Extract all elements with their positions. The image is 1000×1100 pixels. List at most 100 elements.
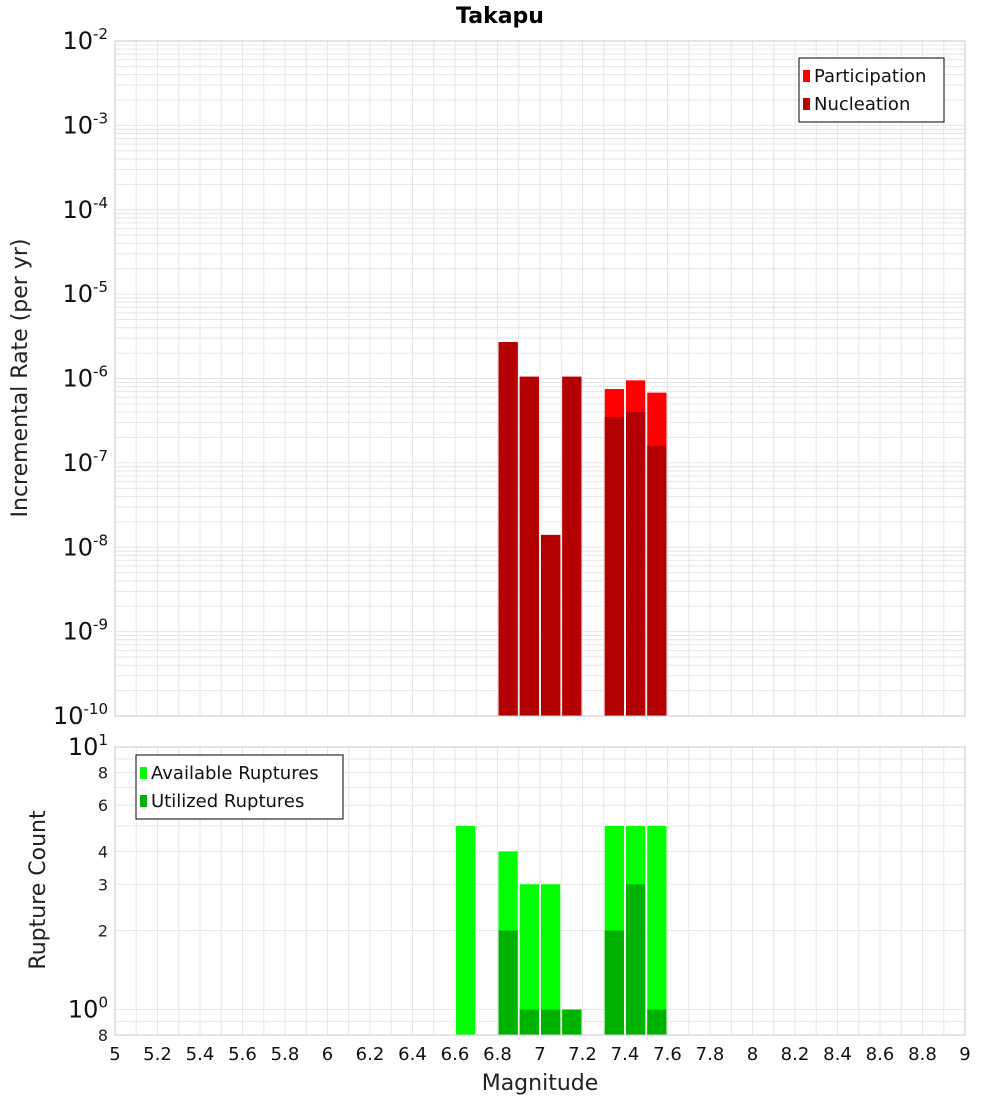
tick-exponent: -6 [93, 363, 108, 381]
count-bar-b [498, 930, 518, 1035]
count-y-tick-label: 8 [98, 1026, 108, 1045]
tick-base: 10 [68, 733, 99, 761]
rate-bar-b [562, 376, 582, 716]
rate-bars [498, 342, 667, 716]
rate-y-tick-label: 10-5 [62, 278, 108, 308]
count-bar-b [647, 1009, 667, 1035]
tick-exponent: -10 [84, 700, 109, 718]
count-y-tick-label: 3 [98, 875, 108, 894]
count-bar-b [626, 884, 646, 1035]
legend-swatch [140, 767, 147, 779]
rate-y-tick-label: 10-10 [53, 700, 108, 730]
tick-exponent: 0 [98, 994, 108, 1012]
tick-base: 10 [62, 533, 93, 561]
rate-bar-b [519, 376, 539, 716]
rate-y-axis-label: Incremental Rate (per yr) [8, 239, 33, 518]
tick-exponent: 1 [98, 731, 108, 749]
rate-y-tick-label: 10-3 [62, 109, 108, 139]
rate-y-tick-label: 10-4 [62, 194, 108, 224]
rate-y-tick-label: 10-2 [62, 25, 108, 55]
count-y-tick-label: 2 [98, 922, 108, 941]
x-tick-label: 5.8 [271, 1044, 300, 1065]
x-tick-label: 8.8 [908, 1044, 937, 1065]
legend-label: Utilized Ruptures [151, 791, 304, 812]
x-tick-label: 8.6 [866, 1044, 895, 1065]
x-tick-label: 7.8 [696, 1044, 725, 1065]
x-tick-label: 7.6 [653, 1044, 682, 1065]
x-tick-label: 6.2 [356, 1044, 385, 1065]
tick-base: 10 [62, 111, 93, 139]
rate-bar-b [626, 412, 646, 716]
x-tick-label: 6 [322, 1044, 333, 1065]
tick-exponent: -8 [93, 531, 108, 549]
legend-label: Available Ruptures [151, 763, 319, 784]
rate-bar-b [498, 342, 518, 716]
x-tick-label: 8.2 [781, 1044, 810, 1065]
x-tick-label: 5 [109, 1044, 120, 1065]
x-axis-label: Magnitude [482, 1071, 599, 1096]
tick-base: 10 [62, 618, 93, 646]
rate-grid [114, 40, 966, 717]
rate-legend: Participation Nucleation [798, 57, 945, 123]
x-tick-label: 7.2 [568, 1044, 597, 1065]
tick-exponent: -9 [93, 616, 108, 634]
count-plot-frame [114, 746, 966, 1036]
tick-base: 10 [53, 702, 84, 730]
rate-y-tick-label: 10-8 [62, 531, 108, 561]
x-tick-label: 6.8 [483, 1044, 512, 1065]
count-bar-a [456, 826, 476, 1035]
tick-base: 10 [62, 280, 93, 308]
count-y-tick-label: 4 [98, 842, 108, 861]
x-tick-label: 8 [747, 1044, 758, 1065]
tick-base: 10 [62, 27, 93, 55]
rate-bar-b [541, 534, 561, 716]
x-tick-label: 7.4 [611, 1044, 640, 1065]
rate-y-tick-label: 10-7 [62, 447, 108, 477]
count-y-tick-label: 6 [98, 796, 108, 815]
x-tick-label: 5.6 [228, 1044, 257, 1065]
x-tick-label: 9 [959, 1044, 970, 1065]
count-y-axis-label: Rupture Count [26, 810, 51, 970]
rate-y-tick-label: 10-9 [62, 616, 108, 646]
x-tick-label: 6.4 [398, 1044, 427, 1065]
legend-swatch [803, 98, 810, 110]
rate-y-tick-label: 10-6 [62, 363, 108, 393]
legend-label: Participation [814, 66, 926, 87]
x-tick-label: 8.4 [823, 1044, 852, 1065]
x-tick-label: 5.2 [143, 1044, 172, 1065]
count-y-tick-label: 101 [68, 731, 108, 761]
count-bar-b [519, 1009, 539, 1035]
rate-bar-b [604, 416, 624, 716]
rate-bar-b [647, 445, 667, 716]
legend-swatch [140, 795, 147, 807]
count-bar-a [519, 884, 539, 1035]
count-bars [456, 826, 667, 1035]
x-tick-label: 7 [534, 1044, 545, 1065]
legend-label: Nucleation [814, 94, 910, 115]
tick-base: 10 [62, 449, 93, 477]
count-bar-b [541, 1009, 561, 1035]
tick-exponent: -3 [93, 109, 108, 127]
chart-title: Takapu [456, 4, 544, 29]
tick-base: 10 [68, 996, 99, 1024]
count-y-tick-label: 100 [68, 994, 108, 1024]
legend-box [798, 57, 945, 123]
magnitude-x-ticks: 5 5.2 5.4 5.6 5.8 6 6.2 6.4 6.6 6.8 7 7.2 7.4 7.6 7.8 8… [109, 1044, 970, 1065]
tick-exponent: -5 [93, 278, 108, 296]
tick-exponent: -7 [93, 447, 108, 465]
count-bar-b [604, 930, 624, 1035]
count-bar-b [562, 1009, 582, 1035]
legend-box [135, 754, 344, 820]
x-tick-label: 5.4 [186, 1044, 215, 1065]
rate-plot-frame [114, 40, 966, 717]
count-y-tick-label: 8 [98, 763, 108, 782]
count-bar-a [541, 884, 561, 1035]
count-legend: Available Ruptures Utilized Ruptures [135, 754, 344, 820]
tick-base: 10 [62, 365, 93, 393]
x-tick-label: 6.6 [441, 1044, 470, 1065]
